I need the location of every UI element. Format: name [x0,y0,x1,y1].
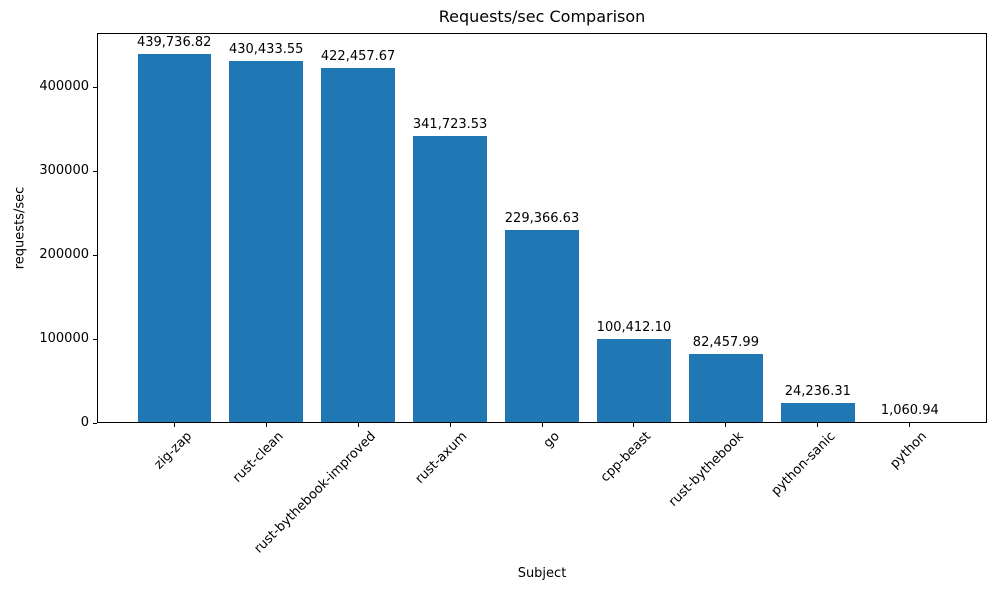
x-tick-label-python-sanic: python-sanic [768,429,839,499]
y-tick [93,170,97,172]
bar-value-label: 100,412.10 [596,320,672,335]
bar-value-label: 422,457.67 [320,49,396,64]
bar-value-label: 341,723.53 [412,117,488,132]
x-tick [633,423,635,427]
x-tick [541,423,543,427]
x-tick [725,423,727,427]
y-tick-label: 300000 [39,163,89,178]
x-tick-label-zig-zap: zig-zap [151,429,195,473]
x-tick-label-go: go [540,429,563,452]
bar-python-sanic [781,403,855,423]
x-tick-label-python: python [887,429,931,472]
bar-value-label: 24,236.31 [784,384,851,399]
y-tick-label: 400000 [39,79,89,94]
bar-rust-bythebook [689,354,763,423]
y-tick-label: 0 [80,415,89,430]
chart-title: Requests/sec Comparison [438,7,646,26]
x-tick [357,423,359,427]
y-tick [93,254,97,256]
x-tick [265,423,267,427]
bar-go [505,230,579,423]
bar-value-label: 82,457.99 [692,335,759,350]
bar-rust-bythebook-improved [321,68,395,423]
bar-value-label: 229,366.63 [504,211,580,226]
x-tick [449,423,451,427]
x-tick-label-rust-axum: rust-axum [412,429,471,487]
x-tick-label-cpp-beast: cpp-beast [598,429,655,486]
y-tick-label: 100000 [39,331,89,346]
x-tick [817,423,819,427]
bar-value-label: 1,060.94 [880,403,939,418]
bar-cpp-beast [597,339,671,423]
bar-value-label: 430,433.55 [228,42,304,57]
y-tick [93,86,97,88]
bar-rust-clean [229,61,303,423]
y-tick [93,338,97,340]
x-tick-label-rust-bythebook: rust-bythebook [665,429,747,510]
bar-rust-axum [413,136,487,423]
y-tick-label: 200000 [39,247,89,262]
y-tick [93,422,97,424]
y-axis-label: requests/sec [12,186,28,270]
bar-value-label: 439,736.82 [136,35,212,50]
x-axis-label: Subject [517,566,567,581]
x-tick [173,423,175,427]
x-tick-label-rust-clean: rust-clean [230,429,287,486]
x-tick [909,423,911,427]
bar-zig-zap [137,54,212,423]
